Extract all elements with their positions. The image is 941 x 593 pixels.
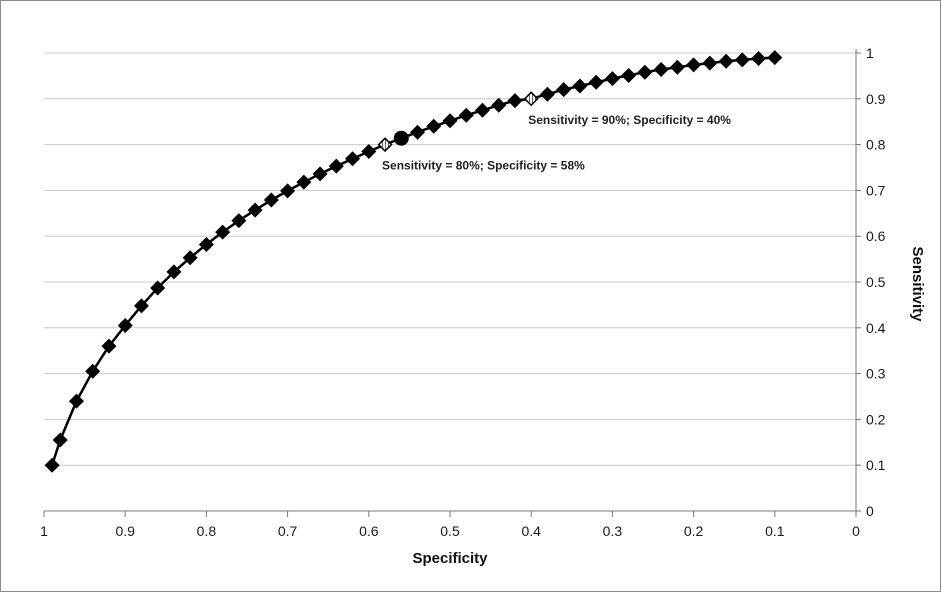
data-point-diamond (44, 457, 60, 473)
x-tick-label: 0.1 (765, 523, 785, 539)
annotation-label: Sensitivity = 80%; Specificity = 58% (382, 159, 585, 173)
y-tick-label: 0.6 (866, 228, 886, 244)
data-point-diamond (767, 50, 783, 66)
data-point-diamond (247, 202, 263, 218)
y-tick-label: 0.5 (866, 274, 886, 290)
x-axis-title: Specificity (412, 550, 488, 567)
data-point-diamond (686, 57, 702, 73)
highlight-point-striped-diamond (378, 137, 392, 152)
data-point-diamond (588, 74, 604, 90)
data-point-diamond (215, 224, 231, 240)
data-point-diamond (182, 250, 198, 266)
data-point-diamond (507, 93, 523, 109)
data-point-diamond (637, 64, 653, 80)
data-point-diamond (328, 158, 344, 174)
data-point-diamond (556, 82, 572, 98)
data-point-diamond (702, 55, 718, 71)
data-point-diamond (539, 86, 555, 102)
data-point-diamond (669, 59, 685, 75)
x-tick-label: 0.4 (521, 523, 541, 539)
data-point-diamond (442, 113, 458, 129)
data-point-diamond (117, 318, 133, 334)
data-point-diamond (133, 298, 149, 314)
x-tick-label: 0.5 (440, 523, 460, 539)
x-tick-label: 0.6 (359, 523, 379, 539)
data-point-diamond (653, 61, 669, 77)
highlight-point-striped-diamond (524, 92, 538, 106)
data-point-diamond (52, 432, 68, 448)
data-point-diamond (361, 143, 377, 159)
x-tick-label: 0.2 (684, 523, 704, 539)
data-point-diamond (101, 338, 117, 354)
roc-curve-line (50, 56, 775, 466)
y-axis-title: Sensitivity (909, 246, 926, 322)
data-point-diamond (426, 118, 442, 134)
data-point-diamond (263, 192, 279, 208)
data-point-diamond (474, 102, 490, 118)
x-tick-label: 0.3 (603, 523, 623, 539)
x-tick-label: 0 (852, 523, 860, 539)
y-tick-label: 0.8 (866, 137, 886, 153)
data-point-diamond (621, 67, 637, 83)
data-point-diamond (68, 393, 84, 409)
data-point-diamond (296, 174, 312, 190)
y-tick-label: 0.7 (866, 182, 886, 198)
y-tick-label: 0.2 (866, 411, 886, 427)
annotation-label: Sensitivity = 90%; Specificity = 40% (528, 113, 731, 127)
y-tick-label: 0.9 (866, 91, 886, 107)
data-point-diamond (150, 280, 166, 296)
y-tick-label: 0.3 (866, 366, 886, 382)
y-tick-label: 0.4 (866, 320, 886, 336)
x-tick-label: 0.7 (278, 523, 298, 539)
data-point-diamond (604, 71, 620, 87)
data-point-diamond (734, 52, 750, 68)
y-tick-label: 0.1 (866, 457, 886, 473)
data-point-diamond (85, 363, 101, 379)
y-tick-label: 0 (866, 503, 874, 519)
data-point-diamond (312, 166, 328, 182)
data-point-diamond (345, 151, 361, 167)
data-point-diamond (491, 97, 507, 113)
data-point-diamond (458, 107, 474, 123)
data-point-diamond (280, 183, 296, 199)
x-tick-label: 1 (40, 523, 48, 539)
data-point-diamond (410, 124, 426, 140)
highlight-point-circle (393, 130, 409, 146)
data-point-diamond (718, 53, 734, 69)
data-point-diamond (751, 50, 767, 66)
x-tick-label: 0.9 (115, 523, 135, 539)
data-point-diamond (231, 213, 247, 229)
data-point-diamond (198, 236, 214, 252)
data-point-diamond (166, 264, 182, 280)
y-tick-label: 1 (866, 45, 874, 61)
data-point-diamond (572, 78, 588, 94)
x-tick-label: 0.8 (197, 523, 217, 539)
